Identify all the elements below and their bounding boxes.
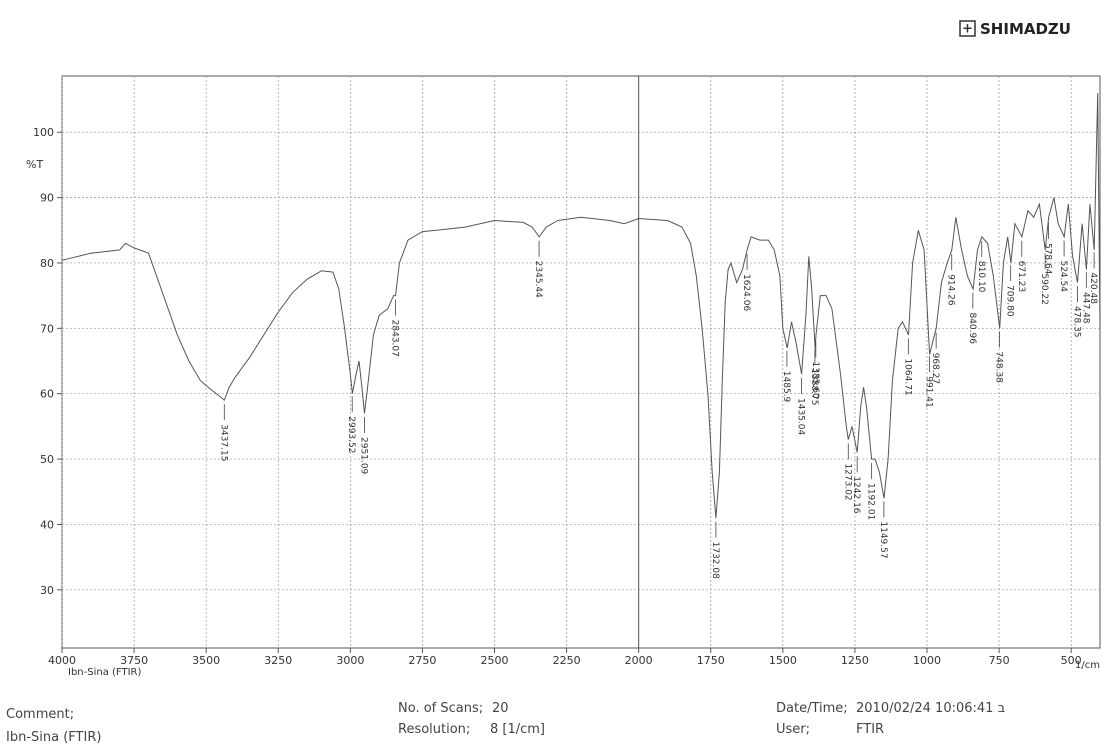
peak-label: 1192.01 (866, 483, 876, 520)
y-axis-label: %T (26, 158, 43, 171)
peak-label: 810.10 (976, 261, 986, 293)
logo-box (959, 20, 976, 37)
peak-label: 1435.04 (796, 398, 806, 435)
x-tick-label: 3250 (264, 654, 292, 667)
x-tick-label: 2750 (408, 654, 436, 667)
y-tick-label: 60 (40, 388, 54, 401)
x-tick-label: 750 (989, 654, 1010, 667)
peak-label: 447.48 (1080, 292, 1090, 324)
peak-label: 3437.15 (218, 424, 228, 461)
peak-label: 968.27 (930, 353, 940, 385)
peak-label: 590.22 (1039, 273, 1049, 305)
peak-label: 1388.75 (809, 368, 819, 405)
peak-label: 748.38 (994, 351, 1004, 383)
peak-label: 2345.44 (533, 261, 543, 298)
sample-label: Ibn-Sina (FTIR) (68, 667, 141, 678)
x-tick-label: 3750 (120, 654, 148, 667)
datetime-label: Date/Time; (776, 701, 848, 716)
y-tick-label: 40 (40, 518, 54, 531)
x-tick-label: 1000 (913, 654, 941, 667)
y-tick-label: 70 (40, 322, 54, 335)
peak-label: 1273.02 (842, 463, 852, 500)
peak-label: 1149.57 (878, 521, 888, 558)
y-tick-label: 50 (40, 453, 54, 466)
x-tick-label: 1250 (841, 654, 869, 667)
peak-label: 524.54 (1058, 260, 1068, 292)
y-tick-label: 30 (40, 584, 54, 597)
comment: Ibn-Sina (FTIR) (6, 730, 101, 745)
y-tick-label: 100 (33, 126, 54, 139)
x-tick-label: 1750 (697, 654, 725, 667)
peak-label: 1624.06 (741, 274, 751, 311)
resolution-label: Resolution; (398, 722, 470, 737)
scans-label: No. of Scans; (398, 701, 483, 716)
peak-label: 1064.71 (902, 358, 912, 395)
peak-label: 2951.09 (358, 437, 368, 474)
peak-label: 478.35 (1071, 306, 1081, 338)
peak-label: 671.23 (1016, 261, 1026, 293)
y-tick-label: 90 (40, 192, 54, 205)
comment-label: Comment; (6, 707, 74, 722)
x-tick-label: 3000 (336, 654, 364, 667)
user-label: User; (776, 722, 810, 737)
y-tick-label: 80 (40, 257, 54, 270)
brand: SHIMADZU (980, 20, 1071, 38)
peak-label: 1732.08 (710, 542, 720, 579)
x-tick-label: 2000 (625, 654, 653, 667)
x-tick-label: 4000 (48, 654, 76, 667)
spectrum-line (61, 92, 1101, 518)
peak-label: 2993.52 (346, 416, 356, 453)
peak-label: 991.41 (923, 376, 933, 408)
peak-label: 1385.60 (810, 361, 820, 398)
resolution: 8 [1/cm] (490, 722, 545, 737)
x-axis-label: 1/cm (1075, 660, 1100, 671)
peak-label: 914.26 (946, 274, 956, 306)
peak-label: 578.64 (1042, 243, 1052, 275)
logo-icon: + (962, 22, 973, 37)
x-tick-label: 1500 (769, 654, 797, 667)
peak-label: 1485.9 (781, 371, 791, 403)
scans: 20 (492, 701, 509, 716)
peak-label: 1242.16 (851, 476, 861, 513)
x-tick-label: 2500 (481, 654, 509, 667)
user: FTIR (856, 722, 884, 737)
peak-label: 2843.07 (390, 320, 400, 357)
datetime: 2010/02/24 10:06:41 ב (856, 701, 1005, 716)
peak-label: 709.80 (1005, 285, 1015, 317)
peak-label: 840.96 (967, 312, 977, 344)
peak-label: 420.48 (1088, 272, 1098, 304)
x-tick-label: 3500 (192, 654, 220, 667)
plot-frame (61, 75, 1101, 649)
x-tick-label: 500 (1061, 654, 1082, 667)
x-tick-label: 2250 (553, 654, 581, 667)
